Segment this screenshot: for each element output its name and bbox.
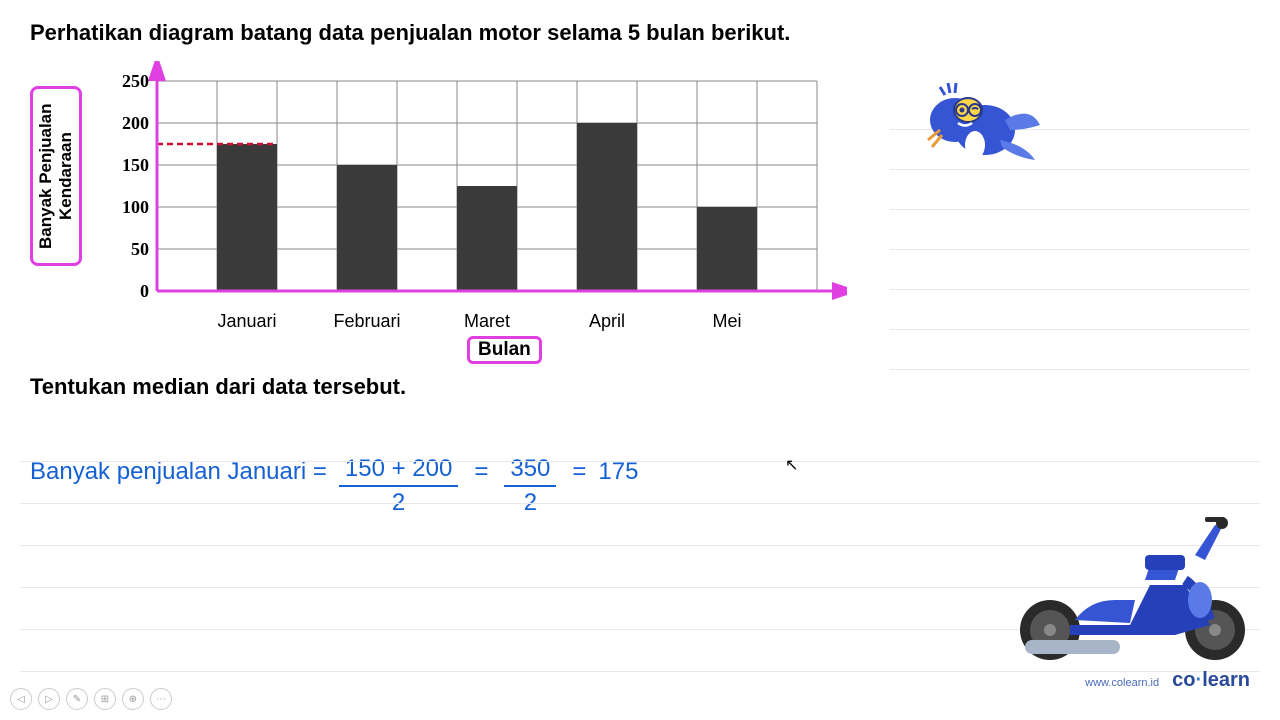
x-tick-label: Mei xyxy=(712,311,741,332)
y-axis-label: Banyak Penjualan Kendaraan xyxy=(30,86,82,266)
more-button[interactable]: ⋯ xyxy=(150,688,172,710)
x-tick-label: April xyxy=(589,311,625,332)
x-tick-label: Maret xyxy=(464,311,510,332)
equals-2: = xyxy=(572,455,586,486)
footer-url: www.colearn.id xyxy=(1085,677,1159,689)
svg-text:150: 150 xyxy=(122,155,149,175)
edit-button[interactable]: ✎ xyxy=(66,688,88,710)
next-button[interactable]: ▷ xyxy=(38,688,60,710)
tool-button[interactable]: ⊞ xyxy=(94,688,116,710)
svg-text:0: 0 xyxy=(140,281,149,301)
page-title: Perhatikan diagram batang data penjualan… xyxy=(30,20,1250,46)
zoom-button[interactable]: ⊕ xyxy=(122,688,144,710)
x-tick-label: Januari xyxy=(217,311,276,332)
question-text: Tentukan median dari data tersebut. xyxy=(30,374,1250,400)
svg-text:100: 100 xyxy=(122,197,149,217)
chart-plot: 0 50 100 150 200 250 xyxy=(87,61,847,311)
bar-chart: Banyak Penjualan Kendaraan 0 50 100 150 200 2… xyxy=(30,61,1250,364)
x-axis-label: Bulan xyxy=(467,336,542,364)
equals-1: = xyxy=(474,455,488,486)
prev-button[interactable]: ◁ xyxy=(10,688,32,710)
fraction-1: 150 + 200 2 xyxy=(339,455,458,517)
fraction-2: 350 2 xyxy=(504,455,556,517)
cursor-icon: ↖ xyxy=(785,455,798,475)
footer-brand: www.colearn.id co·learn xyxy=(1085,669,1250,692)
calc-result: 175 xyxy=(598,455,638,486)
svg-text:50: 50 xyxy=(131,239,149,259)
bird-mascot-icon xyxy=(920,75,1050,190)
playback-controls: ◁ ▷ ✎ ⊞ ⊕ ⋯ xyxy=(10,688,172,710)
calc-label: Banyak penjualan Januari = xyxy=(30,455,327,486)
svg-text:200: 200 xyxy=(122,113,149,133)
svg-text:250: 250 xyxy=(122,71,149,91)
scooter-icon xyxy=(1000,505,1260,670)
x-tick-label: Februari xyxy=(333,311,400,332)
